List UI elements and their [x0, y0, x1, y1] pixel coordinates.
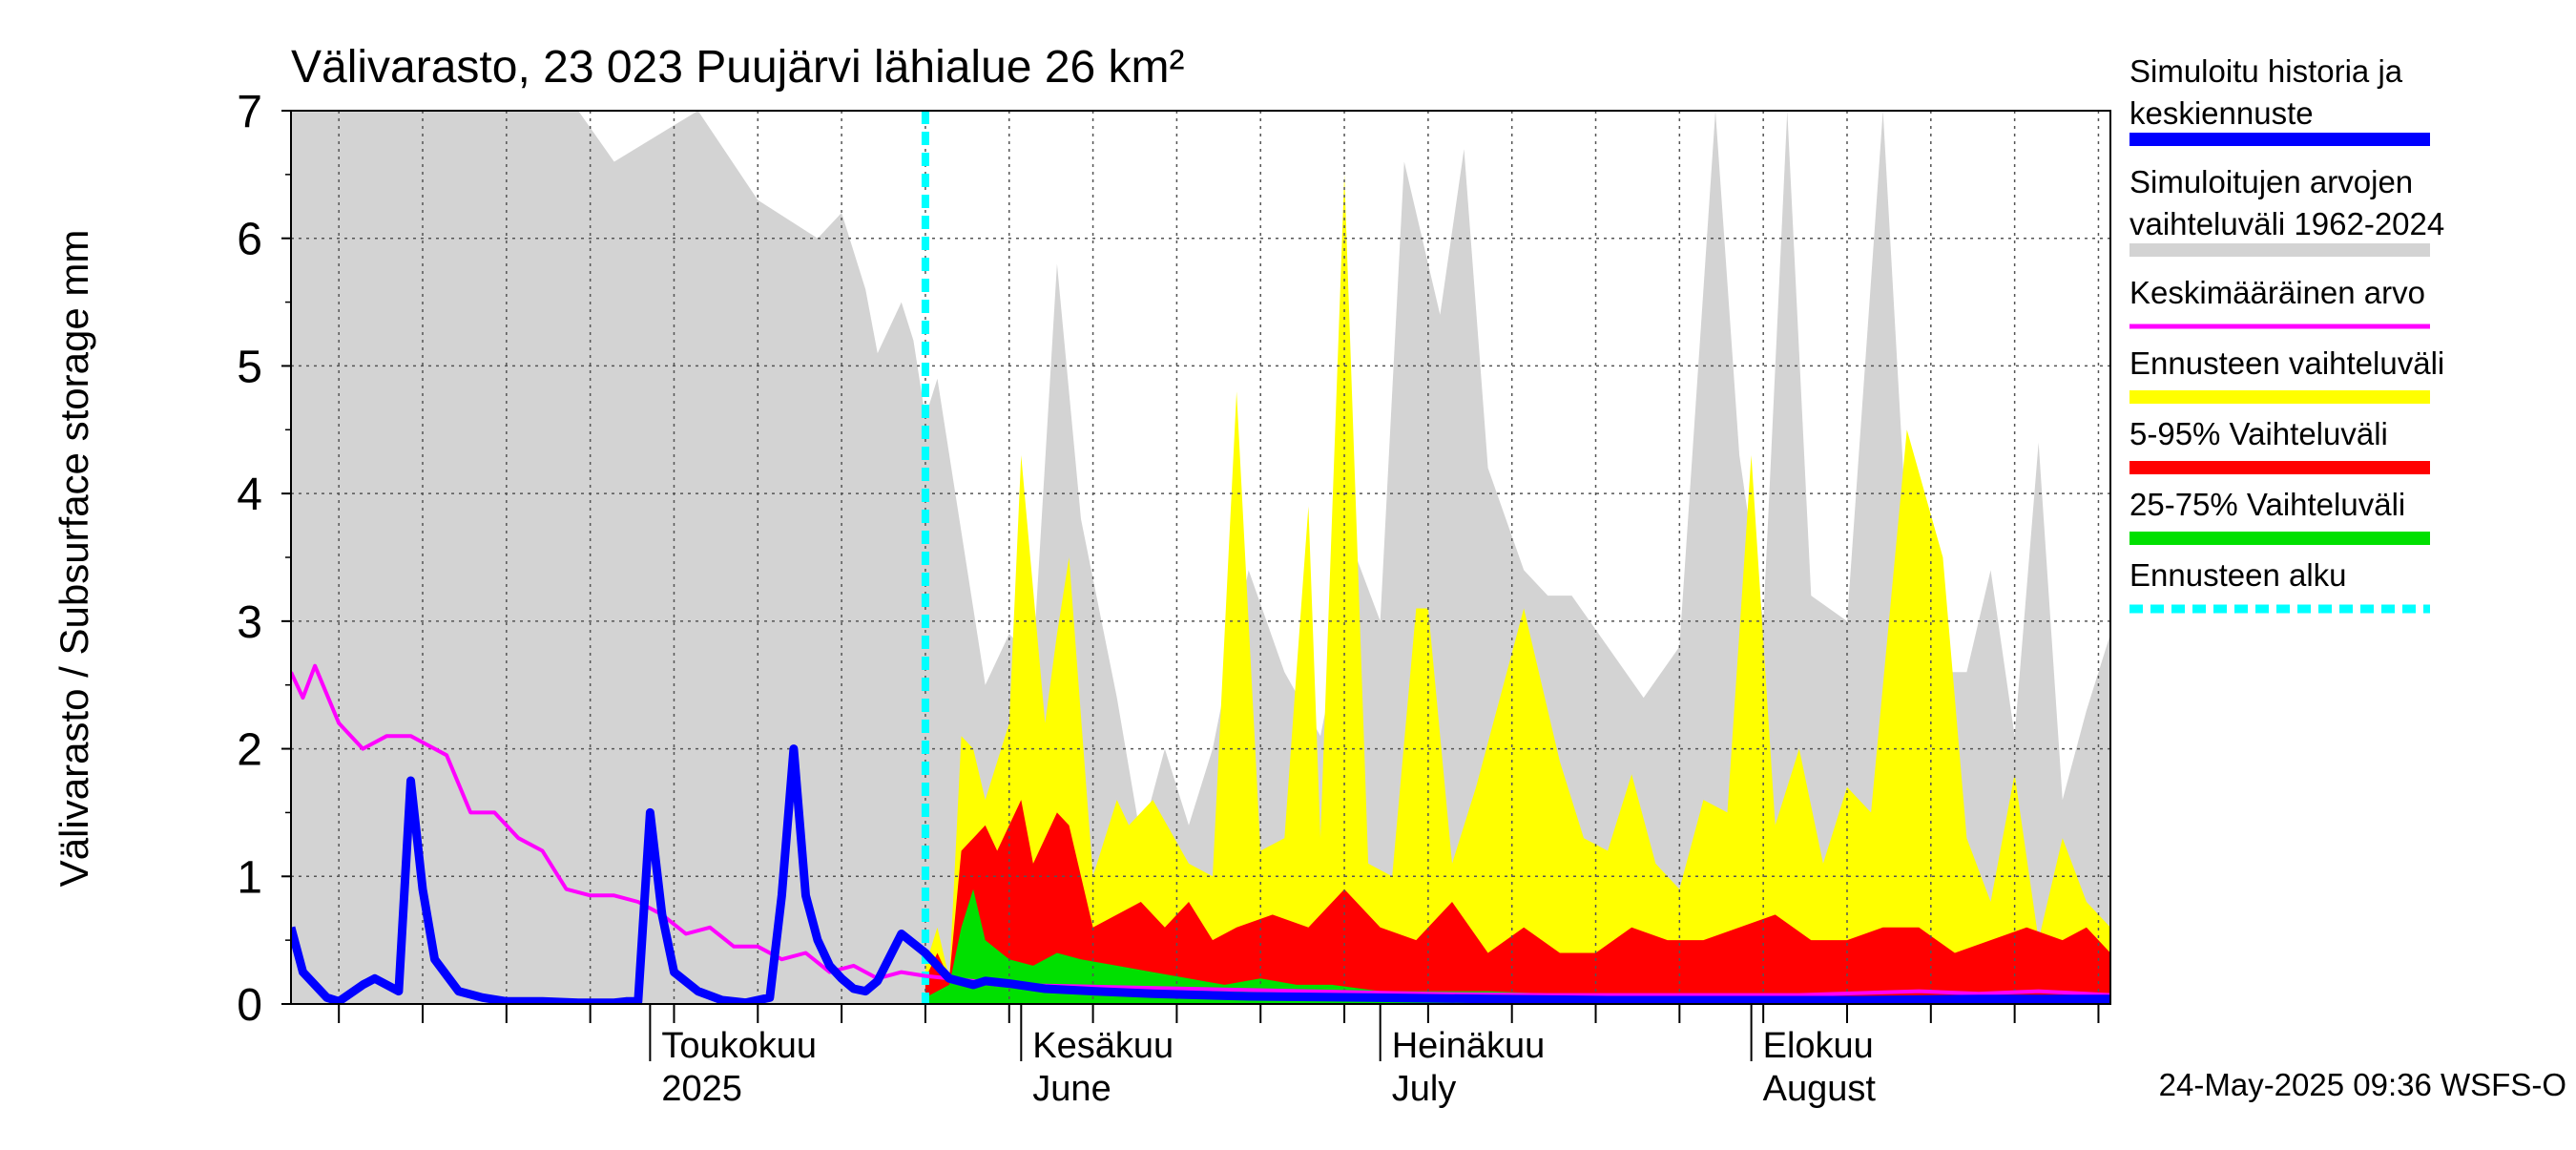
timestamp-footer: 24-May-2025 09:36 WSFS-O [2159, 1067, 2566, 1102]
line-layer [291, 663, 2110, 1004]
y-tick-label: 3 [237, 597, 262, 648]
y-tick-label: 2 [237, 725, 262, 776]
legend-label: vaihteluväli 1962-2024 [2129, 206, 2444, 241]
y-tick-label: 6 [237, 215, 262, 265]
x-tick-label-sub: June [1032, 1069, 1111, 1109]
y-tick-label: 4 [237, 470, 262, 520]
y-axis-label: Välivarasto / Subsurface storage mm [52, 230, 96, 888]
x-tick-label-month: Toukokuu [661, 1026, 817, 1066]
x-tick-label-month: Kesäkuu [1032, 1026, 1174, 1066]
y-tick-label: 7 [237, 87, 262, 137]
line-keskim-r-inen-arvo [291, 663, 2110, 997]
grid-lines [291, 111, 2110, 1004]
legend-label: Ennusteen alku [2129, 557, 2347, 593]
band-simuloitujen-arvojen-vaihteluv-li-1962-2024 [291, 111, 2110, 1004]
chart-title: Välivarasto, 23 023 Puujärvi lähialue 26… [291, 42, 1185, 93]
x-tick-label-month: Elokuu [1763, 1026, 1874, 1066]
band-ennusteen-vaihteluv-li [924, 174, 2110, 1004]
line-simuloitu-historia-ja-keskiennuste [291, 744, 2110, 1004]
x-tick-label-sub: July [1392, 1069, 1457, 1109]
y-tick-label: 0 [237, 980, 262, 1031]
legend-label: Simuloitujen arvojen [2129, 164, 2413, 199]
x-tick-label-month: Heinäkuu [1392, 1026, 1546, 1066]
y-tick-label: 5 [237, 342, 262, 392]
x-tick-label-sub: August [1763, 1069, 1877, 1109]
y-tick-label: 1 [237, 852, 262, 903]
band-5-95-vaihteluv-li [924, 800, 2110, 1004]
legend-label: Keskimääräinen arvo [2129, 275, 2425, 310]
legend-label: keskiennuste [2129, 95, 2314, 131]
y-axis: 0 1 2 3 4 5 6 7 [237, 87, 291, 1031]
legend-label: Ennusteen vaihteluväli [2129, 345, 2444, 381]
legend: Simuloitu historia ja keskiennuste Simuloi… [2129, 53, 2444, 614]
legend-label: 5-95% Vaihteluväli [2129, 416, 2388, 451]
legend-label: Simuloitu historia ja [2129, 53, 2403, 89]
x-tick-label-sub: 2025 [661, 1069, 742, 1109]
legend-label: 25-75% Vaihteluväli [2129, 487, 2405, 522]
